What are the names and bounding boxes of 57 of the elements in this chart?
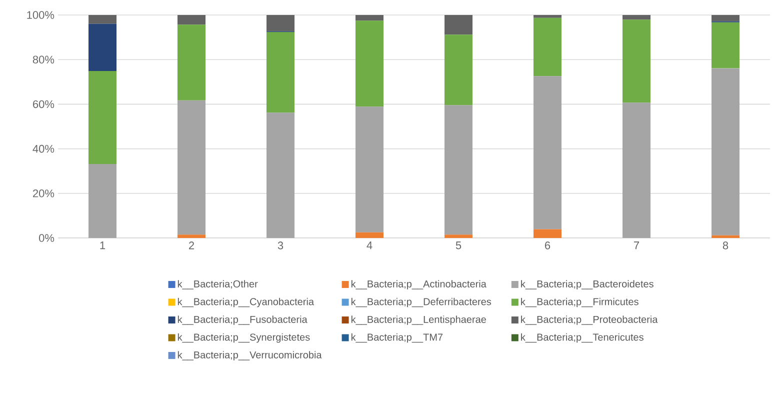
bar <box>356 20 384 107</box>
legend-label: k__Bacteria;p__Deferribacteres <box>351 298 492 308</box>
legend-label: k__Bacteria;p__Actinobacteria <box>351 280 486 290</box>
legend-label: k__Bacteria;p__Tenericutes <box>521 333 644 343</box>
bar <box>622 15 651 20</box>
legend-label: k__Bacteria;p__Bacteroidetes <box>521 280 654 290</box>
bar <box>178 24 206 100</box>
y-tick-label: 80% <box>32 56 54 64</box>
x-tick-label: 2 <box>188 242 194 250</box>
legend-label: k__Bacteria;p__Synergistetes <box>178 333 310 343</box>
y-tick-label: 20% <box>33 190 54 198</box>
bar <box>266 32 295 113</box>
bar <box>712 22 740 68</box>
legend-label: k__Bacteria;p__Verrucomicrobia <box>178 351 322 360</box>
legend-label: k__Bacteria;p__Lentisphaerae <box>351 316 486 325</box>
legend-label: k__Bacteria;p__Firmicutes <box>521 298 638 308</box>
x-tick-label: 3 <box>278 242 284 250</box>
legend-label: k__Bacteria;p__TM7 <box>351 333 443 343</box>
x-tick-label: 5 <box>456 242 462 250</box>
bar <box>356 232 384 238</box>
bar <box>88 15 117 24</box>
bar <box>534 229 562 238</box>
x-tick-label: 8 <box>722 242 728 250</box>
bar <box>88 70 117 164</box>
bar <box>356 106 384 232</box>
x-tick-label: 1 <box>100 242 106 250</box>
y-tick-label: 100% <box>27 11 54 19</box>
bar <box>444 234 473 238</box>
bar <box>712 68 740 236</box>
bar <box>178 100 206 235</box>
bar <box>444 15 473 35</box>
bar <box>178 15 206 25</box>
bar <box>712 235 740 238</box>
legend-label: k__Bacteria;p__Fusobacteria <box>178 316 308 325</box>
x-tick-label: 7 <box>634 242 640 250</box>
bar <box>622 20 651 103</box>
bar <box>622 102 651 238</box>
bar <box>178 234 206 238</box>
legend-label: k__Bacteria;p__Cyanobacteria <box>178 298 314 308</box>
bar <box>88 24 117 71</box>
bar <box>356 15 384 21</box>
bar <box>534 18 562 76</box>
y-tick-label: 0% <box>38 234 54 242</box>
bar <box>534 15 562 18</box>
legend-label: k__Bacteria;p__Proteobacteria <box>521 316 658 325</box>
bar <box>444 34 473 106</box>
x-tick-label: 4 <box>366 242 372 250</box>
y-tick-label: 40% <box>32 144 54 153</box>
x-tick-label: 6 <box>545 242 550 250</box>
bar <box>444 105 473 235</box>
legend-label: k__Bacteria;Other <box>178 280 258 290</box>
bar <box>266 15 295 32</box>
bar <box>266 112 295 238</box>
y-tick-label: 60% <box>33 100 54 108</box>
bar <box>534 76 562 230</box>
bar <box>88 164 117 238</box>
bar <box>712 15 740 22</box>
